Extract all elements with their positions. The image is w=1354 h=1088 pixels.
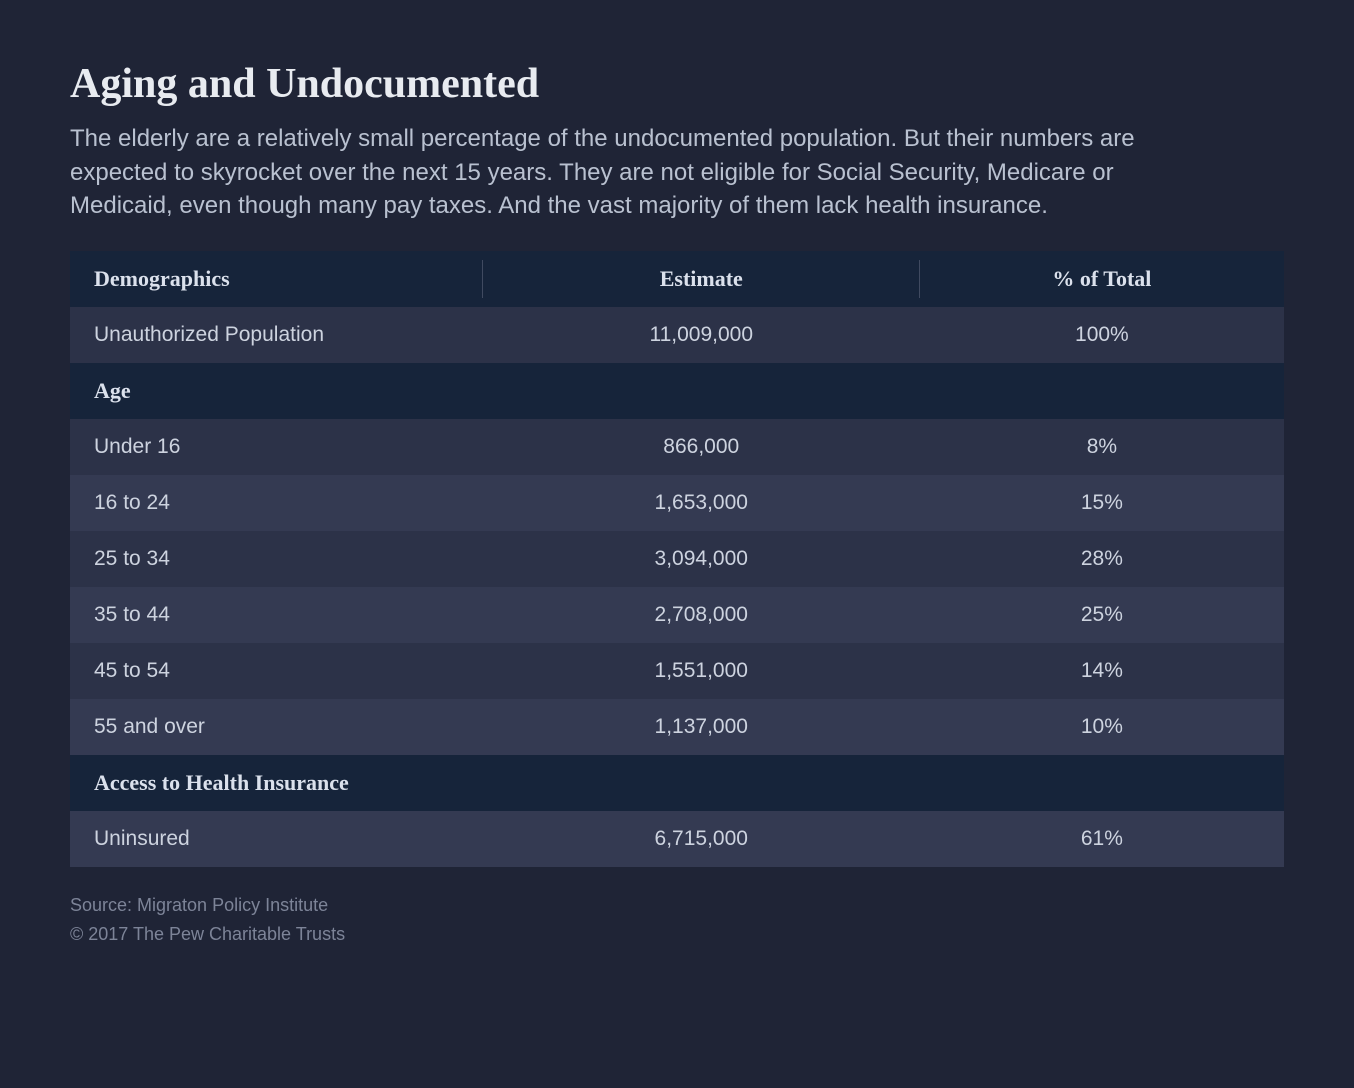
section-label: Access to Health Insurance [70, 770, 483, 796]
cell-estimate: 1,653,000 [483, 491, 920, 515]
cell-estimate: 1,137,000 [483, 715, 920, 739]
page-title: Aging and Undocumented [70, 60, 1284, 108]
cell-label: Uninsured [70, 827, 483, 851]
cell-estimate: 2,708,000 [483, 603, 920, 627]
demographics-table: Demographics Estimate % of Total Unautho… [70, 251, 1284, 867]
col-header-demographics: Demographics [70, 266, 483, 292]
section-label: Age [70, 378, 483, 404]
cell-pct: 8% [920, 435, 1284, 459]
table-row: Unauthorized Population 11,009,000 100% [70, 307, 1284, 363]
source-text: Source: Migraton Policy Institute [70, 891, 1284, 920]
cell-label: 25 to 34 [70, 547, 483, 571]
cell-label: 45 to 54 [70, 659, 483, 683]
cell-estimate: 3,094,000 [483, 547, 920, 571]
cell-estimate: 1,551,000 [483, 659, 920, 683]
cell-label: 35 to 44 [70, 603, 483, 627]
cell-label: Unauthorized Population [70, 323, 483, 347]
section-header-age: Age [70, 363, 1284, 419]
cell-label: Under 16 [70, 435, 483, 459]
cell-pct: 14% [920, 659, 1284, 683]
cell-pct: 61% [920, 827, 1284, 851]
cell-label: 16 to 24 [70, 491, 483, 515]
table-row: Uninsured 6,715,000 61% [70, 811, 1284, 867]
table-row: 25 to 34 3,094,000 28% [70, 531, 1284, 587]
table-row: Under 16 866,000 8% [70, 419, 1284, 475]
cell-label: 55 and over [70, 715, 483, 739]
cell-pct: 10% [920, 715, 1284, 739]
table-header-row: Demographics Estimate % of Total [70, 251, 1284, 307]
col-header-pct: % of Total [920, 266, 1284, 292]
col-header-estimate: Estimate [483, 266, 920, 292]
table-row: 35 to 44 2,708,000 25% [70, 587, 1284, 643]
cell-pct: 28% [920, 547, 1284, 571]
table-row: 16 to 24 1,653,000 15% [70, 475, 1284, 531]
cell-pct: 100% [920, 323, 1284, 347]
cell-pct: 25% [920, 603, 1284, 627]
page-subtitle: The elderly are a relatively small perce… [70, 122, 1170, 223]
cell-estimate: 6,715,000 [483, 827, 920, 851]
section-header-health: Access to Health Insurance [70, 755, 1284, 811]
footer: Source: Migraton Policy Institute © 2017… [70, 891, 1284, 949]
table-row: 55 and over 1,137,000 10% [70, 699, 1284, 755]
cell-pct: 15% [920, 491, 1284, 515]
cell-estimate: 866,000 [483, 435, 920, 459]
table-row: 45 to 54 1,551,000 14% [70, 643, 1284, 699]
cell-estimate: 11,009,000 [483, 323, 920, 347]
copyright-text: © 2017 The Pew Charitable Trusts [70, 920, 1284, 949]
